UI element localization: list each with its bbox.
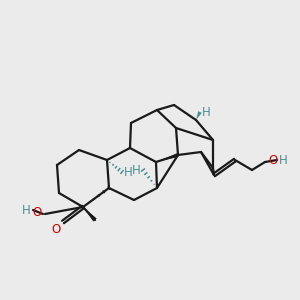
Text: H: H xyxy=(124,166,133,178)
Text: H: H xyxy=(22,203,31,217)
Polygon shape xyxy=(83,207,97,221)
Text: O: O xyxy=(52,223,61,236)
Polygon shape xyxy=(196,111,202,120)
Text: O: O xyxy=(33,206,42,220)
Text: H: H xyxy=(132,164,141,176)
Text: O: O xyxy=(268,154,277,167)
Polygon shape xyxy=(156,153,178,162)
Text: H: H xyxy=(279,154,288,166)
Text: H: H xyxy=(202,106,211,118)
